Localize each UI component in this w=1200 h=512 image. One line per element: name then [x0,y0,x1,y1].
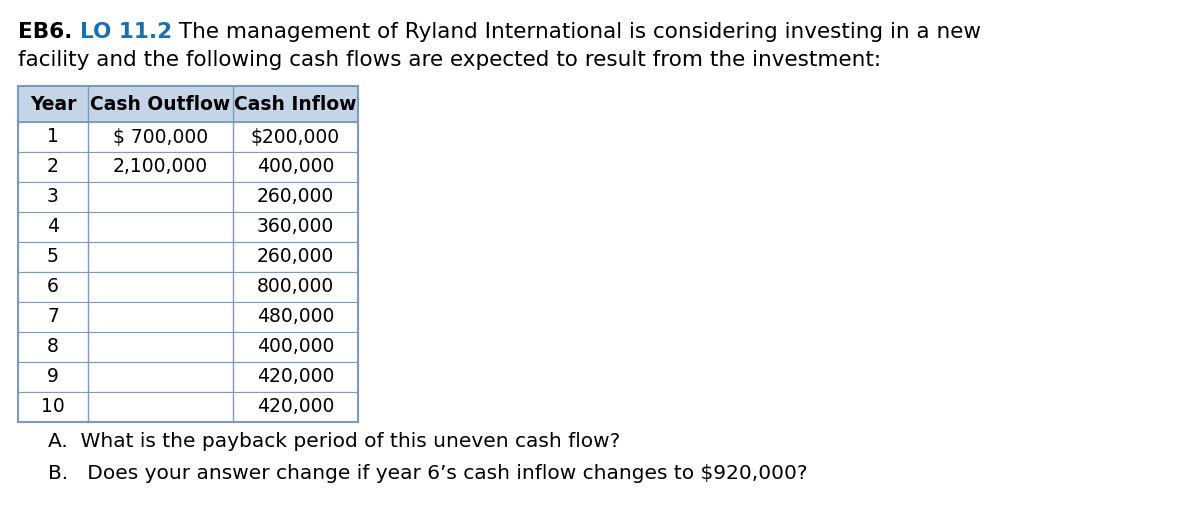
Text: A.  What is the payback period of this uneven cash flow?: A. What is the payback period of this un… [48,432,620,451]
Bar [18,86,358,422]
Bar [18,212,358,242]
Bar [18,86,358,122]
Text: 260,000: 260,000 [257,247,334,267]
Bar [18,242,358,272]
Text: 800,000: 800,000 [257,278,334,296]
Text: 260,000: 260,000 [257,187,334,206]
Text: 9: 9 [47,368,59,387]
Text: 1: 1 [47,127,59,146]
Text: The management of Ryland International is considering investing in a new: The management of Ryland International i… [172,22,982,42]
Text: 5: 5 [47,247,59,267]
Bar [18,392,358,422]
Text: EB6.: EB6. [18,22,80,42]
Text: 2: 2 [47,158,59,177]
Text: 420,000: 420,000 [257,368,334,387]
Text: 8: 8 [47,337,59,356]
Bar [18,302,358,332]
Text: 360,000: 360,000 [257,218,334,237]
Text: 10: 10 [41,397,65,416]
Text: 400,000: 400,000 [257,337,334,356]
Text: B.   Does your answer change if year 6’s cash inflow changes to $920,000?: B. Does your answer change if year 6’s c… [48,464,808,483]
Text: 3: 3 [47,187,59,206]
Bar [18,332,358,362]
Bar [18,272,358,302]
Bar [18,152,358,182]
Text: Cash Outflow: Cash Outflow [90,95,230,114]
Text: LO 11.2: LO 11.2 [80,22,172,42]
Text: facility and the following cash flows are expected to result from the investment: facility and the following cash flows ar… [18,50,881,70]
Text: Year: Year [30,95,77,114]
Text: 2,100,000: 2,100,000 [113,158,208,177]
Bar [18,362,358,392]
Text: 420,000: 420,000 [257,397,334,416]
Text: 7: 7 [47,308,59,327]
Bar [18,182,358,212]
Bar [18,122,358,152]
Text: 6: 6 [47,278,59,296]
Text: 400,000: 400,000 [257,158,334,177]
Text: $200,000: $200,000 [251,127,340,146]
Text: 4: 4 [47,218,59,237]
Text: Cash Inflow: Cash Inflow [234,95,356,114]
Text: 480,000: 480,000 [257,308,334,327]
Text: $ 700,000: $ 700,000 [113,127,208,146]
